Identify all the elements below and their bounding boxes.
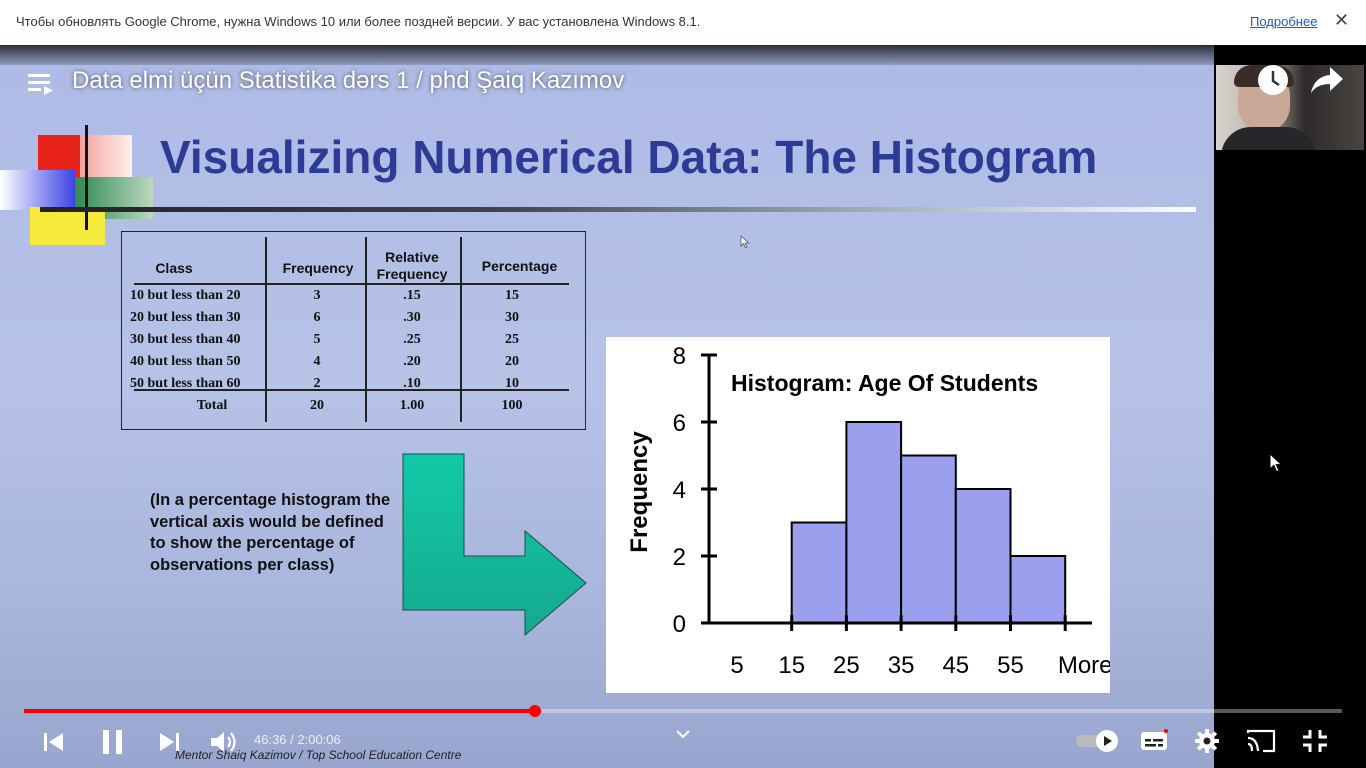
table-cell-class: 20 but less than 30	[130, 310, 241, 325]
y-tick-label: 2	[673, 544, 686, 571]
x-tick-label: 5	[730, 652, 743, 679]
y-tick-label: 4	[673, 477, 686, 504]
histogram-chart: 0 2 4 6 8 5 15 25 35 45 55 More Histogram: Age Of St…	[606, 337, 1113, 693]
table-cell: .10	[403, 376, 421, 391]
chart-title: Histogram: Age Of Students	[731, 370, 1038, 396]
progress-played	[24, 709, 536, 713]
update-infobar: Чтобы обновлять Google Chrome, нужна Win…	[0, 0, 1366, 45]
chevron-down-icon[interactable]	[675, 728, 691, 740]
histogram-bar	[900, 454, 957, 624]
slide-logo	[0, 115, 160, 245]
share-icon[interactable]	[1310, 65, 1344, 95]
table-cell: .15	[403, 288, 421, 303]
table-total-frequency: 20	[310, 398, 324, 413]
next-icon[interactable]	[157, 731, 181, 753]
time-display: 46:36 / 2:00:06	[254, 732, 341, 747]
slide-top-band	[0, 45, 1214, 65]
histogram-bar	[790, 521, 848, 624]
presentation-slide: Visualizing Numerical Data: The Histogra…	[0, 65, 1214, 768]
volume-icon[interactable]	[209, 729, 239, 755]
exit-fullscreen-icon[interactable]	[1302, 729, 1328, 753]
infobar-more-link[interactable]: Подробнее	[1250, 14, 1318, 29]
progress-scrubber[interactable]	[529, 705, 542, 717]
table-header-percentage: Percentage	[481, 258, 558, 274]
table-cell: 4	[313, 354, 321, 369]
gear-icon[interactable]	[1194, 728, 1220, 754]
table-cell: .25	[403, 332, 421, 347]
histogram-bar	[954, 488, 1012, 624]
table-cell: 10	[505, 376, 519, 391]
x-tick-label: More	[1058, 652, 1110, 679]
x-tick-label: 25	[833, 652, 860, 679]
table-cell: 2	[313, 376, 321, 391]
y-tick-label: 8	[673, 343, 686, 370]
table-total-label: Total	[196, 398, 228, 413]
table-cell: 3	[313, 288, 321, 303]
pointer-cursor-icon	[1269, 453, 1283, 473]
table-header-class: Class	[155, 260, 193, 276]
y-tick-label: 6	[673, 410, 686, 437]
table-cell-class: 50 but less than 60	[130, 376, 241, 391]
x-tick-label: 35	[888, 652, 915, 679]
progress-bar[interactable]	[24, 705, 1342, 717]
x-tick-label: 45	[942, 652, 969, 679]
time-current: 46:36	[254, 732, 287, 747]
table-cell: 5	[313, 332, 321, 347]
y-axis-label: Frequency	[626, 431, 653, 553]
table-total-relative: 1.00	[399, 398, 425, 413]
x-tick-label: 15	[778, 652, 805, 679]
table-cell: 30	[505, 310, 519, 325]
table-header-frequency: Frequency	[282, 260, 354, 276]
histogram-note: (In a percentage histogram the vertical …	[150, 491, 391, 574]
autoplay-toggle-icon[interactable]	[1074, 728, 1122, 754]
cast-icon[interactable]	[1246, 729, 1276, 753]
table-cell-class: 30 but less than 40	[130, 332, 241, 347]
y-tick-label: 0	[673, 611, 686, 638]
histogram-bar	[1009, 555, 1067, 624]
histogram-bar	[845, 421, 903, 624]
infobar-close-icon[interactable]: ✕	[1334, 10, 1350, 30]
bent-arrow-icon	[402, 453, 587, 637]
playlist-icon[interactable]	[28, 72, 56, 96]
histogram-svg: 0 2 4 6 8 5 15 25 35 45 55 More Histogram: Age Of St…	[626, 343, 1113, 679]
table-cell: 25	[505, 332, 519, 347]
subtitles-icon[interactable]	[1140, 729, 1168, 753]
infobar-message: Чтобы обновлять Google Chrome, нужна Win…	[16, 14, 701, 29]
table-cell-class: 40 but less than 50	[130, 354, 241, 369]
title-underline	[40, 207, 1196, 212]
table-cell: 6	[313, 310, 321, 325]
video-title[interactable]: Data elmi üçün Statistika dərs 1 / phd Ş…	[72, 67, 625, 94]
frequency-table: Class Frequency Relative Frequency Perce…	[121, 231, 586, 430]
clock-icon[interactable]	[1256, 63, 1290, 97]
pause-icon[interactable]	[100, 729, 126, 755]
mouse-cursor-icon	[740, 235, 750, 249]
table-cell: .30	[403, 310, 421, 325]
previous-icon[interactable]	[42, 731, 66, 753]
video-player[interactable]: Visualizing Numerical Data: The Histogra…	[0, 45, 1366, 768]
table-header-relative-frequency: Relative Frequency	[376, 249, 448, 282]
table-total-percentage: 100	[501, 398, 523, 413]
table-cell-class: 10 but less than 20	[130, 288, 241, 303]
slide-title: Visualizing Numerical Data: The Histogra…	[160, 131, 1098, 183]
time-total: 2:00:06	[297, 732, 341, 747]
table-cell: 20	[505, 354, 519, 369]
slide-footer-credit: Mentor Shaiq Kazimov / Top School Educat…	[175, 748, 462, 762]
webcam-thumbnail	[1216, 65, 1364, 150]
table-cell: 15	[505, 288, 519, 303]
time-separator: /	[286, 732, 298, 747]
x-tick-label: 55	[997, 652, 1024, 679]
table-cell: .20	[403, 354, 421, 369]
